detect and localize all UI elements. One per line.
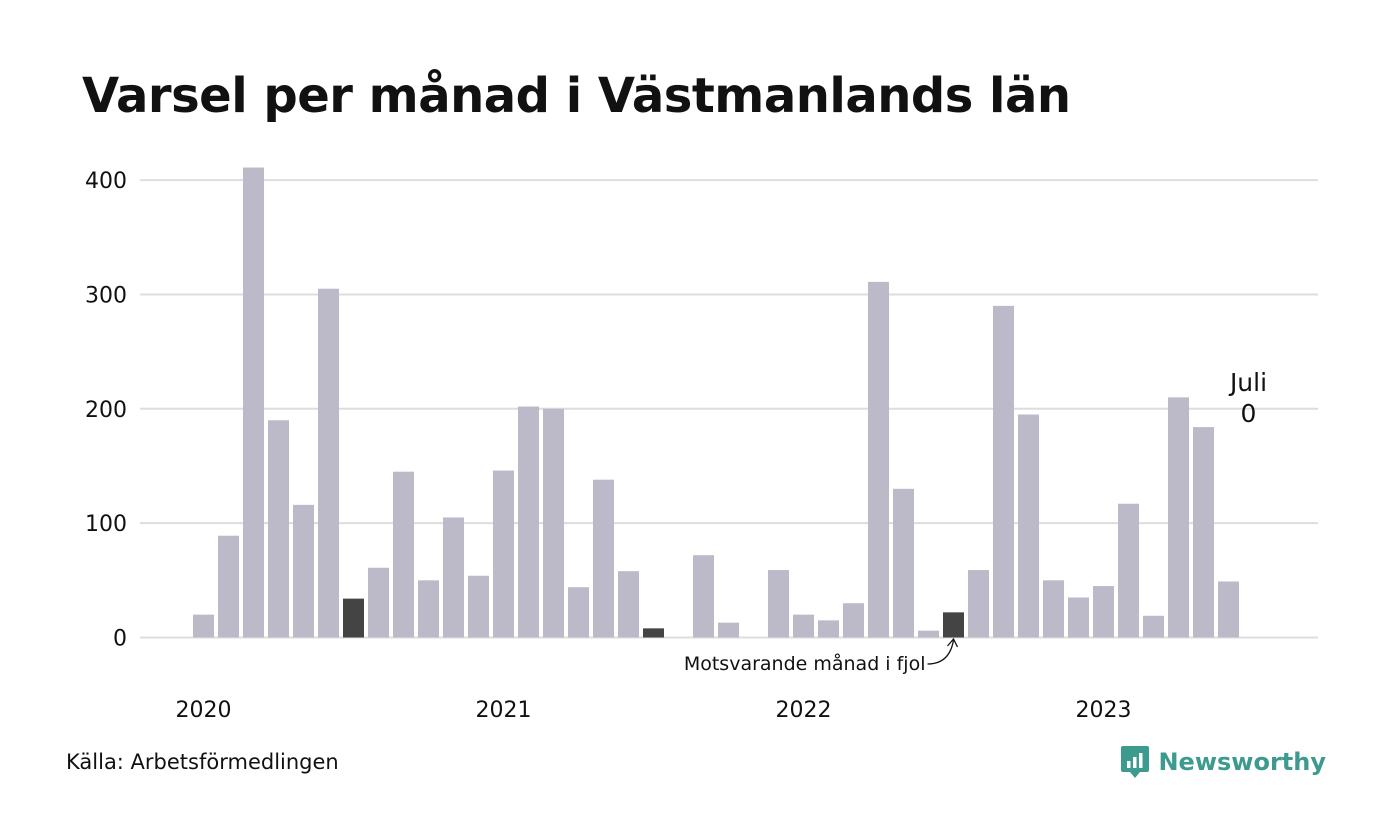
bar (593, 479, 614, 638)
bar (618, 571, 639, 638)
annotation-arrowhead (947, 637, 959, 648)
bar (893, 488, 914, 638)
annotation-layer: Motsvarande månad i fjol (684, 637, 959, 675)
bar (218, 535, 239, 638)
y-tick-label: 400 (85, 169, 127, 194)
bar (693, 555, 714, 638)
x-tick-label: 2022 (776, 698, 832, 723)
bar (418, 580, 439, 638)
bar (1018, 414, 1039, 638)
y-axis-ticks: 0 100 200 300 400 (85, 169, 127, 651)
bar (1193, 427, 1214, 638)
source-note: Källa: Arbetsförmedlingen (66, 750, 339, 774)
bar (318, 288, 339, 638)
x-axis-ticks: 2020 2021 2022 2023 (176, 698, 1132, 723)
bar (1168, 397, 1189, 638)
bar (293, 504, 314, 638)
bar (718, 622, 739, 638)
bar (468, 575, 489, 638)
bar (1068, 597, 1089, 638)
x-tick-label: 2020 (176, 698, 232, 723)
newsworthy-logo-icon (1121, 746, 1150, 778)
logo-text: Newsworthy (1158, 748, 1326, 776)
bar (918, 630, 939, 638)
bar (868, 281, 889, 638)
bar (193, 614, 214, 638)
bar (443, 517, 464, 638)
bar (818, 620, 839, 638)
bar-chart: 0 100 200 300 400 2020 2021 2022 2023 Motsvaran… (85, 167, 1318, 723)
y-tick-label: 100 (85, 512, 127, 537)
y-tick-label: 300 (85, 283, 127, 308)
bar (993, 305, 1014, 638)
bar (268, 420, 289, 638)
bar (1218, 581, 1239, 638)
x-tick-label: 2023 (1076, 698, 1132, 723)
bar (793, 614, 814, 638)
bar-highlighted (943, 612, 964, 638)
bar (518, 406, 539, 638)
bar (393, 471, 414, 638)
annotation-arrow (927, 639, 955, 665)
gridlines (140, 179, 1318, 639)
bar (1143, 615, 1164, 638)
last-value-label: Juli 0 (1228, 368, 1267, 428)
bar-highlighted (343, 598, 364, 638)
bar (493, 470, 514, 638)
bar (968, 570, 989, 638)
bar-highlighted (643, 628, 664, 638)
last-label-month: Juli (1228, 368, 1267, 397)
x-tick-label: 2021 (476, 698, 532, 723)
bar (1093, 586, 1114, 638)
bar (543, 408, 564, 638)
y-tick-label: 200 (85, 398, 127, 423)
bar (768, 570, 789, 638)
chart-title: Varsel per månad i Västmanlands län (82, 68, 1071, 124)
annotation-text: Motsvarande månad i fjol (684, 652, 926, 675)
bars (193, 167, 1239, 638)
bar (243, 167, 264, 638)
bar (1118, 503, 1139, 638)
bar (843, 603, 864, 638)
newsworthy-logo: Newsworthy (1120, 744, 1326, 780)
bar (368, 567, 389, 638)
bar (568, 587, 589, 638)
last-label-value: 0 (1241, 399, 1257, 428)
bar (1043, 580, 1064, 638)
y-tick-label: 0 (113, 627, 127, 652)
